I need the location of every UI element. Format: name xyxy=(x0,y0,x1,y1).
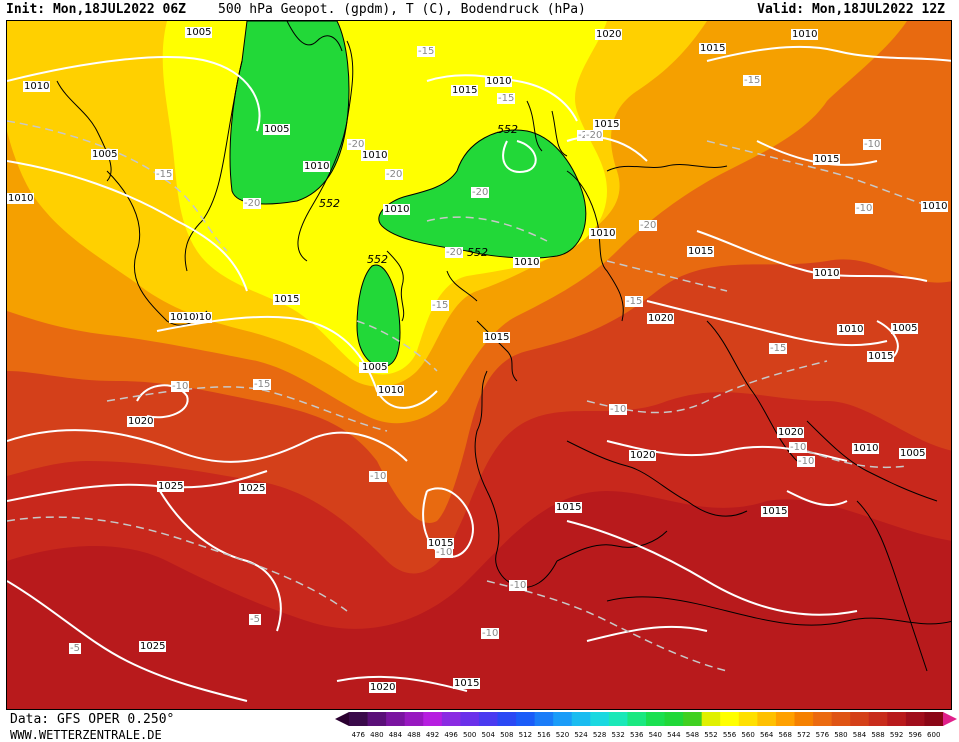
isobars xyxy=(7,45,951,702)
colorbar-tick-label: 552 xyxy=(704,731,717,739)
colorbar-tick-label: 536 xyxy=(630,731,644,739)
colorbar-cell xyxy=(757,712,777,726)
valid-time: Valid: Mon,18JUL2022 12Z xyxy=(757,2,945,17)
colorbar-tick-label: 520 xyxy=(556,731,569,739)
colorbar-cell xyxy=(701,712,721,726)
map-svg xyxy=(7,21,951,709)
colorbar-cell xyxy=(850,712,870,726)
data-source: Data: GFS OPER 0.250° xyxy=(10,712,175,727)
site-credit: WWW.WETTERZENTRALE.DE xyxy=(10,728,162,742)
colorbar-cell xyxy=(460,712,480,726)
colorbar-cell xyxy=(905,712,925,726)
colorbar-cell xyxy=(683,712,703,726)
colorbar-labels: 476 480 484 488 492 496 500 504 508 512 516 520 524 5… xyxy=(352,731,941,739)
colorbar-cells xyxy=(335,712,957,726)
colorbar-tick-label: 600 xyxy=(927,731,940,739)
chart-header: Init: Mon,18JUL2022 06Z 500 hPa Geopot. … xyxy=(0,0,959,20)
colorbar-cell xyxy=(831,712,851,726)
colorbar-tick-label: 580 xyxy=(834,731,847,739)
colorbar-tick-label: 544 xyxy=(667,731,681,739)
colorbar-cell xyxy=(646,712,666,726)
colorbar-tick-label: 488 xyxy=(407,731,420,739)
colorbar-tick-label: 540 xyxy=(649,731,662,739)
colorbar-cell xyxy=(404,712,424,726)
colorbar-tick-label: 512 xyxy=(519,731,532,739)
colorbar-cell xyxy=(887,712,907,726)
colorbar-cell xyxy=(571,712,591,726)
colorbar-tick-label: 516 xyxy=(537,731,551,739)
colorbar-tick-label: 588 xyxy=(871,731,884,739)
colorbar-tick-label: 584 xyxy=(853,731,867,739)
colorbar-cell xyxy=(478,712,498,726)
colorbar-cell xyxy=(794,712,814,726)
chart-title: 500 hPa Geopot. (gpdm), T (C), Bodendruc… xyxy=(218,2,586,17)
colorbar-cell xyxy=(924,712,944,726)
map-area: 1005 1010 1005 1010 1005 1010 1010 1010 … xyxy=(6,20,952,710)
colorbar-cell xyxy=(516,712,536,726)
colorbar-tick-label: 556 xyxy=(723,731,737,739)
colorbar-tick-label: 528 xyxy=(593,731,606,739)
colorbar-tick-label: 484 xyxy=(389,731,403,739)
colorbar-cell xyxy=(534,712,554,726)
colorbar-cell xyxy=(423,712,443,726)
colorbar-tick-label: 568 xyxy=(779,731,792,739)
colorbar-tick-label: 504 xyxy=(482,731,496,739)
colorbar-tick-label: 560 xyxy=(741,731,754,739)
colorbar-tick-label: 548 xyxy=(686,731,699,739)
colorbar-tick-label: 500 xyxy=(463,731,476,739)
colorbar-tick-label: 508 xyxy=(500,731,513,739)
colorbar-tick-label: 576 xyxy=(816,731,830,739)
colorbar-tick-label: 564 xyxy=(760,731,774,739)
colorbar-cell xyxy=(590,712,610,726)
colorbar-cell xyxy=(386,712,406,726)
colorbar-tick-label: 492 xyxy=(426,731,439,739)
colorbar-cell xyxy=(868,712,888,726)
colorbar-cell xyxy=(367,712,387,726)
colorbar-tick-label: 572 xyxy=(797,731,810,739)
colorbar-tick-label: 524 xyxy=(574,731,588,739)
colorbar-tick-label: 596 xyxy=(908,731,922,739)
colorbar-cell xyxy=(441,712,461,726)
colorbar-tick-label: 476 xyxy=(352,731,366,739)
colorbar-cell xyxy=(813,712,833,726)
colorbar-cell xyxy=(627,712,647,726)
colorbar-cell xyxy=(497,712,517,726)
colorbar: 476 480 484 488 492 496 500 504 508 512 516 520 524 5… xyxy=(335,712,957,739)
colorbar-cell xyxy=(720,712,740,726)
colorbar-cell xyxy=(664,712,684,726)
colorbar-arrow-left xyxy=(335,712,349,726)
colorbar-tick-label: 592 xyxy=(890,731,903,739)
colorbar-cell xyxy=(553,712,573,726)
colorbar-tick-label: 532 xyxy=(611,731,624,739)
colorbar-tick-label: 480 xyxy=(370,731,383,739)
colorbar-cell xyxy=(738,712,758,726)
geopot-552-greenland xyxy=(229,21,350,205)
colorbar-arrow-right xyxy=(943,712,957,726)
init-time: Init: Mon,18JUL2022 06Z xyxy=(6,2,187,17)
coastlines xyxy=(56,21,951,672)
colorbar-cell xyxy=(608,712,628,726)
colorbar-cell xyxy=(349,712,369,726)
colorbar-cell xyxy=(775,712,795,726)
colorbar-tick-label: 496 xyxy=(444,731,458,739)
